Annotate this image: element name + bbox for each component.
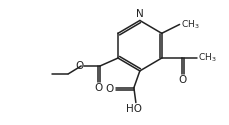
Text: O: O (179, 75, 187, 85)
Text: CH$_3$: CH$_3$ (199, 52, 217, 64)
Text: HO: HO (126, 104, 142, 114)
Text: O: O (106, 84, 114, 94)
Text: O: O (95, 83, 103, 93)
Text: CH$_3$: CH$_3$ (181, 18, 199, 31)
Text: O: O (75, 61, 83, 71)
Text: N: N (136, 10, 144, 20)
